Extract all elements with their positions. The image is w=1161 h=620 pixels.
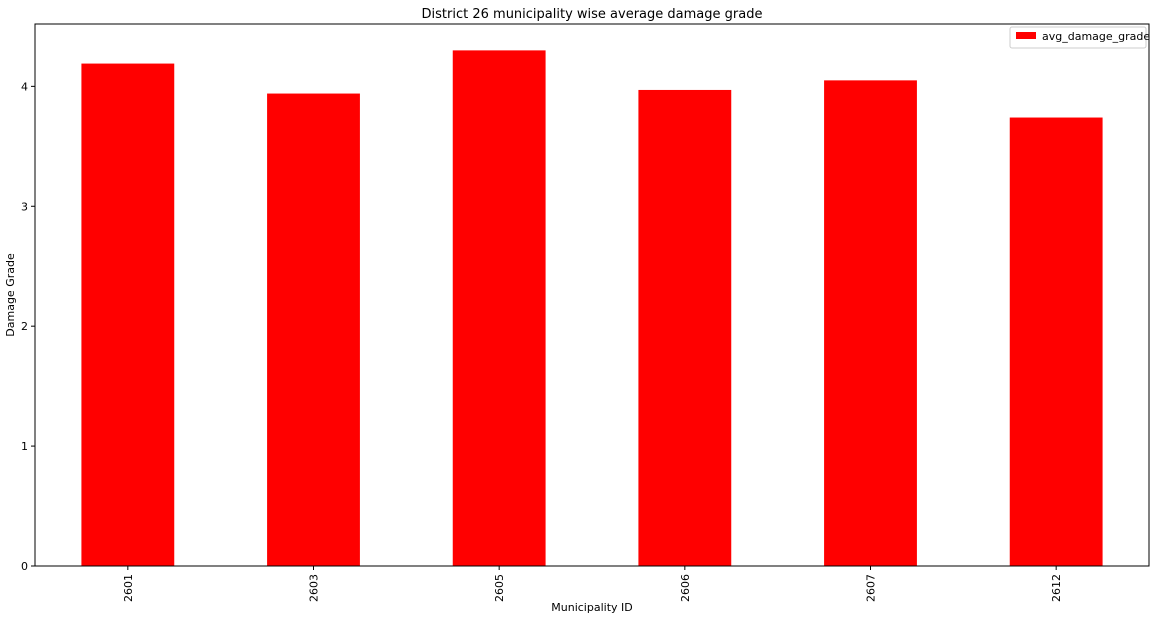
x-tick-label: 2605 <box>493 574 506 602</box>
x-tick-label: 2601 <box>122 574 135 602</box>
x-axis-label: Municipality ID <box>551 601 632 614</box>
bars-group <box>81 50 1103 567</box>
x-tick-label: 2607 <box>865 574 878 602</box>
y-tick-label: 0 <box>21 560 28 573</box>
legend-frame <box>1009 26 1147 49</box>
bar-2605 <box>452 50 546 566</box>
plot-area-frame <box>34 23 1150 567</box>
y-tick-label: 1 <box>21 440 28 453</box>
y-tick-label: 3 <box>21 200 28 213</box>
bar-2601 <box>81 63 175 566</box>
x-tick-label: 2603 <box>308 574 321 602</box>
legend-label: avg_damage_grade <box>1042 30 1150 43</box>
x-tick-label: 2612 <box>1050 574 1063 602</box>
bar-2603 <box>267 93 360 566</box>
y-axis-ticks: 0 1 2 3 4 <box>21 80 35 573</box>
legend: avg_damage_grade <box>1009 26 1150 49</box>
x-tick-label: 2606 <box>679 574 692 602</box>
bar-2612 <box>1009 117 1103 566</box>
y-axis-label: Damage Grade <box>4 253 17 337</box>
bar-2606 <box>638 89 732 566</box>
bar-2607 <box>824 80 917 567</box>
x-axis-ticks: 2601 2603 2605 2606 2607 2612 <box>122 566 1063 602</box>
y-tick-label: 2 <box>21 320 28 333</box>
chart-title: District 26 municipality wise average da… <box>422 7 763 22</box>
legend-swatch <box>1016 32 1036 39</box>
y-tick-label: 4 <box>21 80 28 93</box>
